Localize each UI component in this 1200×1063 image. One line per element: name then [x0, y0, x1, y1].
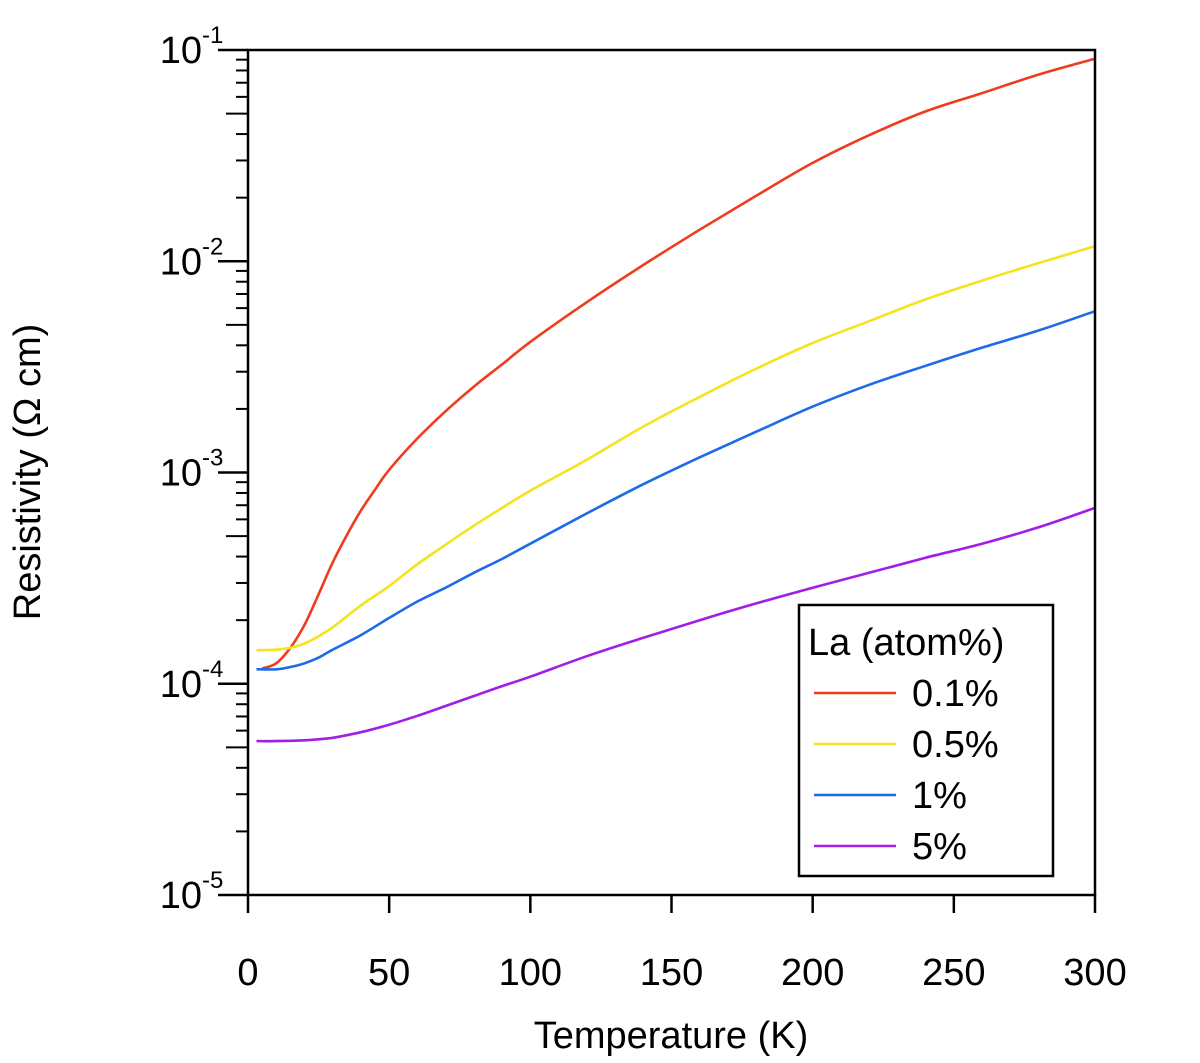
- y-tick-label: 10 -3: [160, 445, 224, 495]
- legend-title: La (atom%): [808, 622, 1004, 664]
- y-tick-exponent: -4: [202, 656, 223, 683]
- x-tick-label: 200: [781, 952, 844, 994]
- legend-box: [797, 603, 1055, 878]
- legend-label: 1%: [912, 775, 967, 817]
- y-tick-label: 10 -1: [160, 22, 224, 72]
- legend: La (atom%) 0.1% 0.5% 1% 5%: [797, 603, 1055, 878]
- series-line-1pct: [256, 309, 1096, 671]
- y-tick-label: 10 -2: [160, 233, 224, 283]
- y-tick-base: 10: [160, 875, 202, 917]
- x-tick-label: 150: [640, 952, 703, 994]
- y-tick-base: 10: [160, 664, 202, 706]
- y-tick-label: 10 -4: [160, 656, 224, 706]
- legend-label: 0.1%: [912, 673, 999, 715]
- series-line-5pct: [256, 506, 1096, 743]
- x-tick-label: 100: [499, 952, 562, 994]
- series-lines: [256, 57, 1096, 743]
- plot-frame: [246, 48, 1097, 897]
- y-tick-exponent: -3: [202, 445, 223, 472]
- y-tick-base: 10: [160, 453, 202, 495]
- x-tick-label: 50: [368, 952, 410, 994]
- series-line-0-5pct: [256, 244, 1096, 652]
- y-axis-title: Resistivity (Ω cm): [7, 324, 49, 621]
- x-axis-title: Temperature (K): [534, 1015, 809, 1057]
- y-tick-exponent: -5: [202, 867, 223, 894]
- x-tick-label: 300: [1063, 952, 1126, 994]
- y-tick-exponent: -2: [202, 233, 223, 260]
- y-tick-base: 10: [160, 30, 202, 72]
- legend-label: 5%: [912, 826, 967, 868]
- y-tick-exponent: -1: [202, 22, 223, 49]
- y-tick-label: 10 -5: [160, 867, 224, 917]
- x-tick-label: 250: [922, 952, 985, 994]
- x-tick-label: 0: [237, 952, 258, 994]
- legend-entries: 0.1% 0.5% 1% 5%: [814, 673, 999, 868]
- axis-ticks: [218, 48, 1097, 913]
- legend-label: 0.5%: [912, 724, 999, 766]
- y-tick-base: 10: [160, 241, 202, 283]
- series-line-0-1pct: [261, 57, 1096, 670]
